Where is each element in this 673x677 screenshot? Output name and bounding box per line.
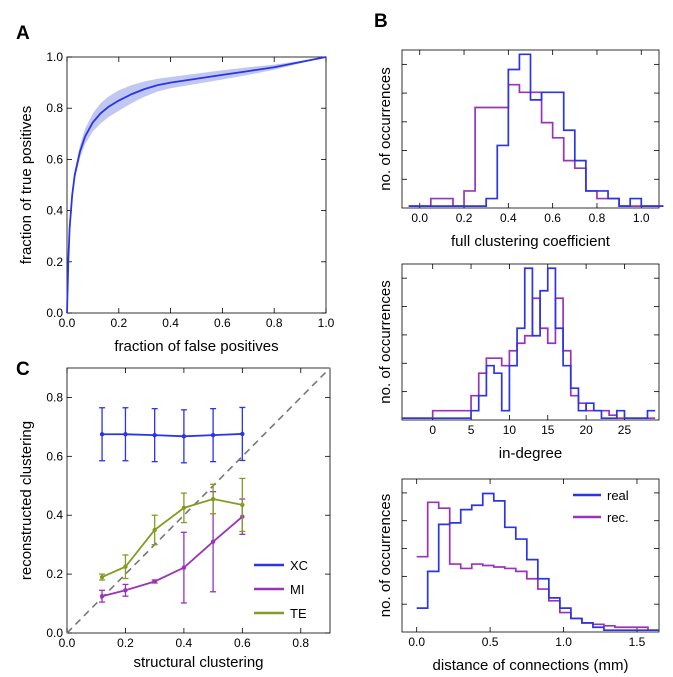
data-point-XC bbox=[240, 431, 245, 437]
x-tick-label-B2: 5 bbox=[468, 423, 475, 437]
x-tick-label-B2: 10 bbox=[503, 423, 517, 437]
x-tick-label-B3: 0.5 bbox=[482, 635, 499, 649]
plot-frame-B1 bbox=[401, 49, 660, 209]
x-tick-label-B1: 0.8 bbox=[589, 211, 606, 225]
roc-confidence-band bbox=[67, 57, 326, 313]
y-tick-label-C: 0.2 bbox=[46, 567, 63, 581]
identity-diagonal bbox=[66, 367, 331, 634]
data-point-TE bbox=[123, 564, 128, 569]
roc-curve bbox=[66, 56, 327, 314]
x-tick-label-B1: 0.4 bbox=[500, 211, 517, 225]
y-tick-label-C: 0.4 bbox=[46, 508, 63, 522]
y-tick-label-A: 0.0 bbox=[46, 306, 63, 320]
series-line-XC bbox=[102, 433, 243, 438]
data-point-XC bbox=[99, 432, 105, 437]
histogram-rec-B1 bbox=[408, 83, 664, 207]
histogram-real-B1 bbox=[408, 53, 664, 207]
x-tick-label-C: 0.2 bbox=[117, 636, 134, 650]
panel-letter-B: B bbox=[374, 11, 388, 32]
data-point-TE bbox=[152, 527, 157, 533]
data-point-TE bbox=[181, 505, 187, 511]
y-tick-label-C: 0.0 bbox=[46, 626, 63, 640]
y-tick-label-A: 0.2 bbox=[46, 255, 63, 269]
legend-label-XC: XC bbox=[290, 558, 308, 573]
y-axis-label-B2: no. of occurrences bbox=[377, 280, 394, 403]
histogram-rec-B3 bbox=[416, 501, 659, 632]
data-point-MI bbox=[99, 593, 105, 599]
x-tick-label-B2: 20 bbox=[579, 423, 593, 437]
data-point-XC bbox=[123, 432, 128, 437]
x-tick-label-A: 0.4 bbox=[162, 316, 179, 330]
y-axis-label-B1: no. of occurrences bbox=[377, 67, 394, 190]
x-tick-label-B3: 0.0 bbox=[408, 635, 425, 649]
x-tick-label-A: 0.2 bbox=[110, 316, 127, 330]
legend-label-real: real bbox=[607, 488, 629, 503]
data-point-MI bbox=[123, 588, 128, 593]
y-tick-label-C: 0.6 bbox=[46, 449, 63, 463]
x-tick-label-C: 0.6 bbox=[234, 636, 251, 650]
y-axis-label-A: fraction of true positives bbox=[18, 106, 35, 264]
x-tick-label-A: 0.0 bbox=[59, 316, 76, 330]
y-tick-label-A: 0.8 bbox=[46, 101, 63, 115]
y-axis-label-C: reconstructed clustering bbox=[18, 421, 35, 580]
y-tick-label-C: 0.8 bbox=[46, 390, 63, 404]
plot-frame-B3 bbox=[401, 478, 660, 633]
x-tick-label-C: 0.8 bbox=[292, 636, 309, 650]
y-tick-label-A: 1.0 bbox=[46, 50, 63, 64]
legend-label-TE: TE bbox=[290, 606, 307, 621]
y-tick-label-A: 0.6 bbox=[46, 152, 63, 166]
legend-label-rec: rec. bbox=[607, 510, 629, 525]
x-tick-label-B1: 0.2 bbox=[456, 211, 473, 225]
x-tick-label-B2: 25 bbox=[618, 423, 632, 437]
data-point-XC bbox=[181, 434, 187, 439]
plot-frame-C bbox=[66, 367, 331, 634]
data-point-TE bbox=[210, 496, 216, 502]
data-point-MI bbox=[152, 579, 157, 584]
series-line-TE bbox=[101, 498, 243, 578]
data-point-MI bbox=[210, 539, 216, 544]
x-tick-label-A: 1.0 bbox=[318, 316, 335, 330]
plot-frame-A bbox=[66, 56, 327, 314]
x-tick-label-C: 0.0 bbox=[59, 636, 76, 650]
data-point-TE bbox=[99, 574, 105, 580]
data-point-XC bbox=[210, 432, 216, 438]
x-tick-label-C: 0.4 bbox=[176, 636, 193, 650]
panel-letter-A: A bbox=[16, 23, 30, 44]
x-tick-label-B3: 1.0 bbox=[555, 635, 572, 649]
x-axis-label-B3: distance of connections (mm) bbox=[433, 657, 629, 674]
x-tick-label-B1: 1.0 bbox=[633, 211, 650, 225]
x-tick-label-B2: 15 bbox=[541, 423, 555, 437]
y-tick-label-A: 0.4 bbox=[46, 204, 63, 218]
histogram-real-B3 bbox=[416, 492, 659, 632]
histogram-real-B2 bbox=[402, 267, 656, 420]
x-tick-label-B1: 0.6 bbox=[544, 211, 561, 225]
x-tick-label-A: 0.8 bbox=[266, 316, 283, 330]
plot-frame-B2 bbox=[401, 263, 660, 421]
legend-label-MI: MI bbox=[290, 582, 304, 597]
x-axis-label-A: fraction of false positives bbox=[114, 338, 278, 355]
y-axis-label-B3: no. of occurrences bbox=[377, 494, 394, 617]
x-tick-label-A: 0.6 bbox=[214, 316, 231, 330]
x-axis-label-B2: in-degree bbox=[499, 445, 562, 462]
panel-letter-C: C bbox=[16, 359, 30, 380]
data-point-XC bbox=[152, 432, 157, 438]
data-point-TE bbox=[240, 502, 245, 508]
x-tick-label-B2: 0 bbox=[429, 423, 436, 437]
data-point-MI bbox=[181, 565, 187, 570]
x-tick-label-B3: 1.5 bbox=[629, 635, 646, 649]
histogram-rec-B2 bbox=[402, 297, 656, 420]
x-tick-label-B1: 0.0 bbox=[411, 211, 428, 225]
x-axis-label-B1: full clustering coefficient bbox=[451, 233, 611, 250]
series-line-MI bbox=[101, 516, 243, 598]
x-axis-label-C: structural clustering bbox=[133, 654, 263, 671]
